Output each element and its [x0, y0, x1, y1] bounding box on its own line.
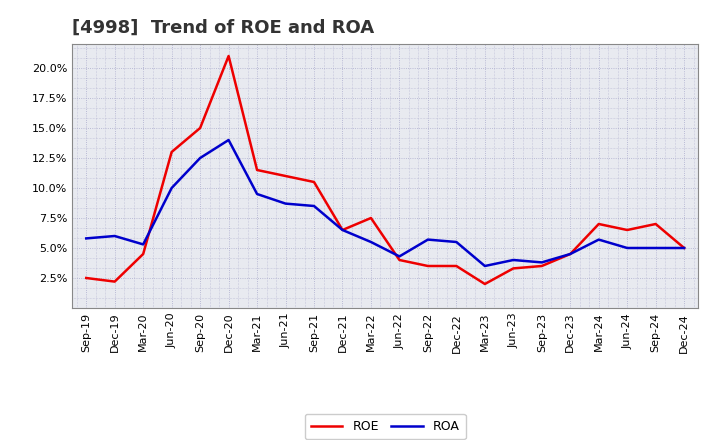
ROE — [423, 264, 432, 269]
ROA — [680, 246, 688, 251]
ROE — [595, 221, 603, 227]
ROA — [452, 239, 461, 245]
ROA — [253, 191, 261, 197]
ROA — [338, 227, 347, 233]
ROA — [566, 251, 575, 257]
ROA — [595, 237, 603, 242]
ROE — [82, 275, 91, 281]
ROE — [452, 264, 461, 269]
Legend: ROE, ROA: ROE, ROA — [305, 414, 466, 439]
Line: ROA: ROA — [86, 140, 684, 266]
ROA — [282, 201, 290, 206]
ROE — [509, 266, 518, 271]
ROE — [310, 180, 318, 185]
ROA — [537, 260, 546, 265]
ROA — [480, 264, 489, 269]
ROE — [566, 251, 575, 257]
ROE — [623, 227, 631, 233]
ROE — [196, 125, 204, 131]
ROE — [338, 227, 347, 233]
ROA — [310, 203, 318, 209]
ROA — [366, 239, 375, 245]
ROE — [395, 257, 404, 263]
ROE — [537, 264, 546, 269]
ROA — [395, 254, 404, 259]
Line: ROE: ROE — [86, 56, 684, 284]
ROA — [623, 246, 631, 251]
ROE — [167, 149, 176, 154]
ROA — [509, 257, 518, 263]
ROE — [480, 281, 489, 286]
ROA — [225, 137, 233, 143]
ROE — [652, 221, 660, 227]
ROE — [282, 173, 290, 179]
ROE — [680, 246, 688, 251]
Text: [4998]  Trend of ROE and ROA: [4998] Trend of ROE and ROA — [72, 19, 374, 37]
ROA — [167, 185, 176, 191]
ROE — [253, 167, 261, 172]
ROE — [225, 53, 233, 59]
ROA — [82, 236, 91, 241]
ROE — [110, 279, 119, 284]
ROA — [139, 242, 148, 247]
ROA — [110, 233, 119, 238]
ROE — [139, 251, 148, 257]
ROA — [423, 237, 432, 242]
ROA — [652, 246, 660, 251]
ROE — [366, 215, 375, 220]
ROA — [196, 155, 204, 161]
